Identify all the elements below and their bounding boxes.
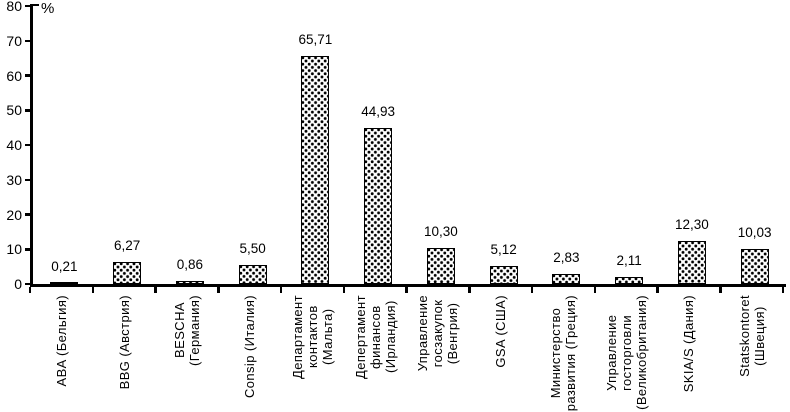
y-tick-label: 10 <box>6 241 22 258</box>
x-axis-label: Statskontoret (Швеция) <box>736 295 767 377</box>
bar-value-label: 5,50 <box>239 240 266 256</box>
bar-value-label: 5,12 <box>490 242 517 258</box>
bar <box>677 241 706 284</box>
bar <box>238 264 267 284</box>
bar-value-label: 44,93 <box>361 103 396 119</box>
bars-container: 0,21 6,27 0,86 5,50 65,71 44,93 10,30 5,12 2,83 2… <box>33 6 786 284</box>
bar <box>364 127 393 284</box>
x-label-slot: Statskontoret (Швеция) <box>720 295 783 412</box>
bar <box>113 262 142 284</box>
x-tick-mark <box>719 287 722 293</box>
x-tick-mark <box>217 287 220 293</box>
y-tick-label: 0 <box>14 276 22 292</box>
bar-slot: 10,03 <box>723 6 786 284</box>
bar-value-label: 65,71 <box>298 31 333 47</box>
plot-area: 0,21 6,27 0,86 5,50 65,71 44,93 10,30 5,12 2,83 2… <box>25 3 786 287</box>
y-axis-labels: 0 10 20 30 40 50 60 70 80 <box>0 0 24 292</box>
bar <box>740 249 769 284</box>
bar-slot: 12,30 <box>661 6 724 284</box>
bar-slot: 10,30 <box>410 6 473 284</box>
bar-slot: 6,27 <box>96 6 159 284</box>
y-tick-mark <box>25 282 30 286</box>
bar-value-label: 10,03 <box>737 225 772 241</box>
bar-value-label: 0,21 <box>51 259 78 274</box>
x-tick-mark <box>781 287 785 293</box>
x-tick-mark <box>405 287 408 293</box>
y-tick-label: 30 <box>6 171 22 188</box>
bar-slot: 44,93 <box>347 6 410 284</box>
x-axis-label: GSA (США) <box>493 295 509 368</box>
x-tick-mark <box>279 287 283 293</box>
y-tick-mark <box>25 74 30 77</box>
x-label-slot: ABA (Бельгия) <box>30 295 93 412</box>
x-label-slot: Департамент контактов (Мальта) <box>281 295 344 412</box>
y-tick-mark <box>25 4 30 8</box>
x-label-slot: GSA (США) <box>469 295 532 412</box>
y-tick-mark <box>25 109 30 112</box>
x-label-slot: BBG (Австрия) <box>93 295 156 412</box>
x-axis-tick-marks <box>28 287 785 294</box>
x-label-slot: Министерство развития (Греция) <box>532 295 595 412</box>
bar-slot: 2,83 <box>535 6 598 284</box>
x-label-slot: Депертамент финансов (Ирландия) <box>344 295 407 412</box>
x-tick-mark <box>593 287 596 293</box>
bar-value-label: 12,30 <box>674 217 709 233</box>
bar <box>175 281 204 284</box>
y-tick-label: 70 <box>6 32 22 49</box>
bar-slot: 0,86 <box>159 6 222 284</box>
x-label-slot: Consip (Италия) <box>218 295 281 412</box>
x-tick-mark <box>656 287 659 293</box>
bar-value-label: 0,86 <box>176 257 204 273</box>
x-axis-label: ABA (Бельгия) <box>53 295 69 387</box>
bar <box>552 274 581 284</box>
y-tick-label: 20 <box>6 206 22 223</box>
bar-value-label: 10,30 <box>423 224 458 240</box>
y-axis-unit-label: % <box>41 0 55 17</box>
x-label-slot: SKIA/S (Дания) <box>658 295 721 412</box>
x-axis-label: SKIA/S (Дания) <box>681 295 697 393</box>
x-axis-label: Управление госторговли (Великобритания) <box>603 295 649 410</box>
bar-value-label: 2,11 <box>616 252 642 268</box>
bar <box>426 248 455 284</box>
bar-slot: 65,71 <box>284 6 347 284</box>
x-axis-label: Департамент контактов (Мальта) <box>289 295 335 379</box>
y-tick-label: 40 <box>6 137 22 153</box>
x-label-slot: BESCHA (Германия) <box>156 295 219 412</box>
x-label-slot: Управление госторговли (Великобритания) <box>595 295 658 412</box>
bar <box>615 276 644 284</box>
bar <box>489 266 518 284</box>
y-tick-label: 50 <box>6 102 22 119</box>
bar-slot: 5,50 <box>221 6 284 284</box>
bar <box>50 282 79 284</box>
x-tick-mark <box>154 287 157 293</box>
x-axis-label: BBG (Австрия) <box>116 295 132 390</box>
y-tick-label: 80 <box>6 0 22 14</box>
x-tick-mark <box>91 287 94 293</box>
x-label-slot: Управление госзакупок (Венгрия) <box>407 295 470 412</box>
x-tick-mark <box>468 287 471 293</box>
x-axis-label: BESCHA (Германия) <box>171 295 202 366</box>
x-axis-labels: ABA (Бельгия) BBG (Австрия) BESCHA (Герман… <box>30 295 783 412</box>
x-tick-mark <box>28 287 32 293</box>
y-tick-mark <box>25 178 30 181</box>
x-tick-mark <box>530 287 534 293</box>
y-axis-top-cap <box>30 3 39 6</box>
y-tick-mark <box>25 39 30 42</box>
bar-value-label: 2,83 <box>553 250 580 266</box>
y-tick-mark <box>25 248 30 251</box>
x-tick-mark <box>342 287 345 293</box>
x-axis-label: Депертамент финансов (Ирландия) <box>352 295 398 379</box>
y-tick-label: 60 <box>6 67 22 84</box>
y-tick-mark <box>25 213 30 216</box>
bar <box>301 55 330 284</box>
x-axis-label: Министерство развития (Греция) <box>548 295 579 412</box>
bar-slot: 5,12 <box>472 6 535 284</box>
x-axis-label: Consip (Италия) <box>242 295 258 399</box>
bar-slot: 0,21 <box>33 6 96 284</box>
bar-slot: 2,11 <box>598 6 661 284</box>
x-axis-label: Управление госзакупок (Венгрия) <box>415 295 461 372</box>
y-tick-mark <box>25 143 30 147</box>
bar-value-label: 6,27 <box>113 238 141 254</box>
